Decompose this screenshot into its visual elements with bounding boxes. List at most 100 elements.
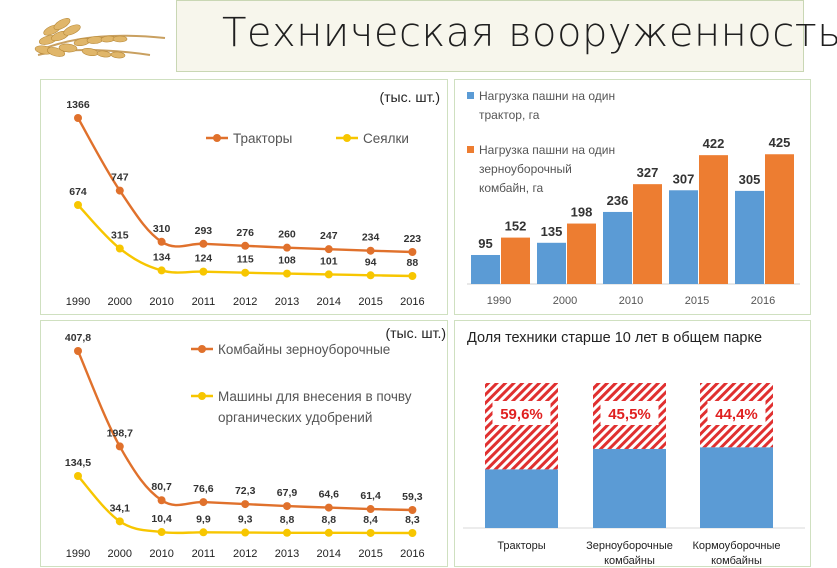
data-label: 315: [111, 229, 129, 241]
data-point: [408, 248, 417, 256]
x-tick-label: Кормоуборочные: [692, 540, 780, 552]
data-label: 276: [236, 227, 254, 239]
data-point: [324, 528, 333, 537]
legend-swatch: [467, 146, 474, 153]
data-label: 236: [607, 193, 629, 208]
data-point: [241, 268, 250, 277]
data-label: 8,8: [321, 514, 336, 526]
x-tick-label: 2000: [553, 295, 577, 307]
legend-label: Тракторы: [233, 131, 292, 146]
x-tick-label: 1990: [66, 548, 90, 560]
tractors-seeders-panel: (тыс. шт.) 1990 2000 2010 2011 2012 2013 2014 20…: [40, 79, 448, 315]
legend-label: органических удобрений: [218, 410, 372, 425]
data-point: [199, 528, 208, 537]
bar: [699, 155, 728, 284]
arable-load-panel: 1990 95 152 2000 135 198 2010 236 327 2015 307 422 2…: [454, 79, 811, 315]
label-backdrop: [600, 401, 659, 425]
bar-segment-new: [485, 469, 558, 528]
legend-label: трактор, га: [479, 108, 540, 122]
bar: [669, 190, 698, 284]
x-tick-label: 2012: [233, 548, 257, 560]
data-label: 307: [673, 171, 695, 186]
combines-machines-panel: (тыс. шт.) 1990 2000 2010 2011 2012 2013 2014 20…: [40, 320, 448, 567]
data-label: 134,5: [65, 457, 91, 469]
x-tick-label: 1990: [66, 296, 90, 308]
legend-label: Комбайны зерноуборочные: [218, 342, 390, 357]
data-label: 310: [153, 223, 171, 235]
bar-segment-old: [485, 383, 558, 470]
legend-label: комбайн, га: [479, 181, 544, 195]
x-tick-label: 1990: [487, 295, 511, 307]
data-point: [74, 114, 82, 122]
data-label: 247: [320, 230, 338, 242]
data-point: [366, 271, 375, 280]
legend-swatch-marker: [213, 134, 221, 142]
data-label: 115: [237, 254, 254, 266]
data-label: 44,4%: [715, 406, 758, 423]
data-label: 8,3: [405, 514, 420, 526]
x-tick-label: 2010: [619, 295, 643, 307]
data-label: 152: [505, 219, 527, 234]
data-label: 674: [69, 186, 87, 198]
aged-equipment-chart: Доля техники старше 10 лет в общем парке…: [463, 330, 805, 567]
data-label: 9,9: [196, 513, 211, 525]
data-point: [157, 496, 166, 505]
x-tick-label: 2000: [108, 548, 132, 560]
label-backdrop: [707, 401, 766, 425]
x-tick-label: 2016: [751, 295, 775, 307]
x-tick-label: Зерноуборочные: [586, 540, 673, 552]
unit-label: (тыс. шт.): [385, 325, 446, 341]
combines-machines-chart: (тыс. шт.) 1990 2000 2010 2011 2012 2013 2014 20…: [65, 325, 446, 560]
data-label: 1366: [66, 99, 90, 111]
x-tick-label: Тракторы: [497, 540, 545, 552]
bar: [765, 154, 794, 284]
data-point: [408, 506, 417, 514]
x-tick-label: 2011: [192, 548, 216, 560]
unit-label: (тыс. шт.): [379, 89, 440, 105]
data-point: [115, 442, 124, 451]
x-tick-label: комбайны: [604, 555, 655, 567]
x-tick-label: 2010: [149, 296, 173, 308]
data-label: 72,3: [235, 485, 256, 497]
data-point: [283, 269, 291, 278]
data-label: 67,9: [277, 487, 298, 499]
data-point: [366, 505, 375, 514]
data-point: [324, 270, 333, 279]
data-point: [408, 272, 417, 280]
data-point: [241, 241, 250, 250]
data-label: 124: [195, 253, 213, 265]
bar: [567, 223, 596, 284]
arable-load-chart: 1990 95 152 2000 135 198 2010 236 327 2015 307 422 2…: [467, 89, 800, 307]
data-label: 327: [637, 165, 659, 180]
bar: [501, 237, 530, 284]
data-label: 305: [739, 172, 761, 187]
page-title: Техническая вооруженность: [222, 10, 837, 56]
data-label: 76,6: [193, 483, 214, 495]
wheat-logo-icon: [34, 18, 166, 59]
data-label: 34,1: [110, 502, 131, 514]
x-tick-label: 2011: [192, 296, 216, 308]
legend-swatch-marker: [198, 392, 206, 400]
data-point: [74, 347, 82, 355]
data-point: [283, 243, 291, 252]
data-point: [157, 266, 166, 275]
data-label: 198: [571, 205, 593, 220]
legend-swatch-marker: [198, 345, 206, 353]
data-point: [366, 246, 375, 255]
legend-label: зерноуборочный: [479, 162, 572, 176]
data-point: [408, 529, 417, 537]
data-label: 198,7: [107, 427, 133, 439]
x-tick-label: комбайны: [711, 555, 762, 567]
data-point: [241, 528, 250, 537]
data-point: [115, 244, 124, 253]
data-label: 407,8: [65, 332, 91, 344]
x-tick-label: 2014: [317, 296, 341, 308]
data-point: [157, 528, 166, 537]
data-label: 59,6%: [500, 406, 543, 423]
x-tick-label: 2013: [275, 296, 299, 308]
data-label: 422: [703, 136, 725, 151]
legend-label: Нагрузка пашни на один: [479, 89, 615, 103]
data-label: 293: [195, 225, 213, 237]
data-point: [157, 237, 166, 246]
data-point: [283, 528, 291, 537]
